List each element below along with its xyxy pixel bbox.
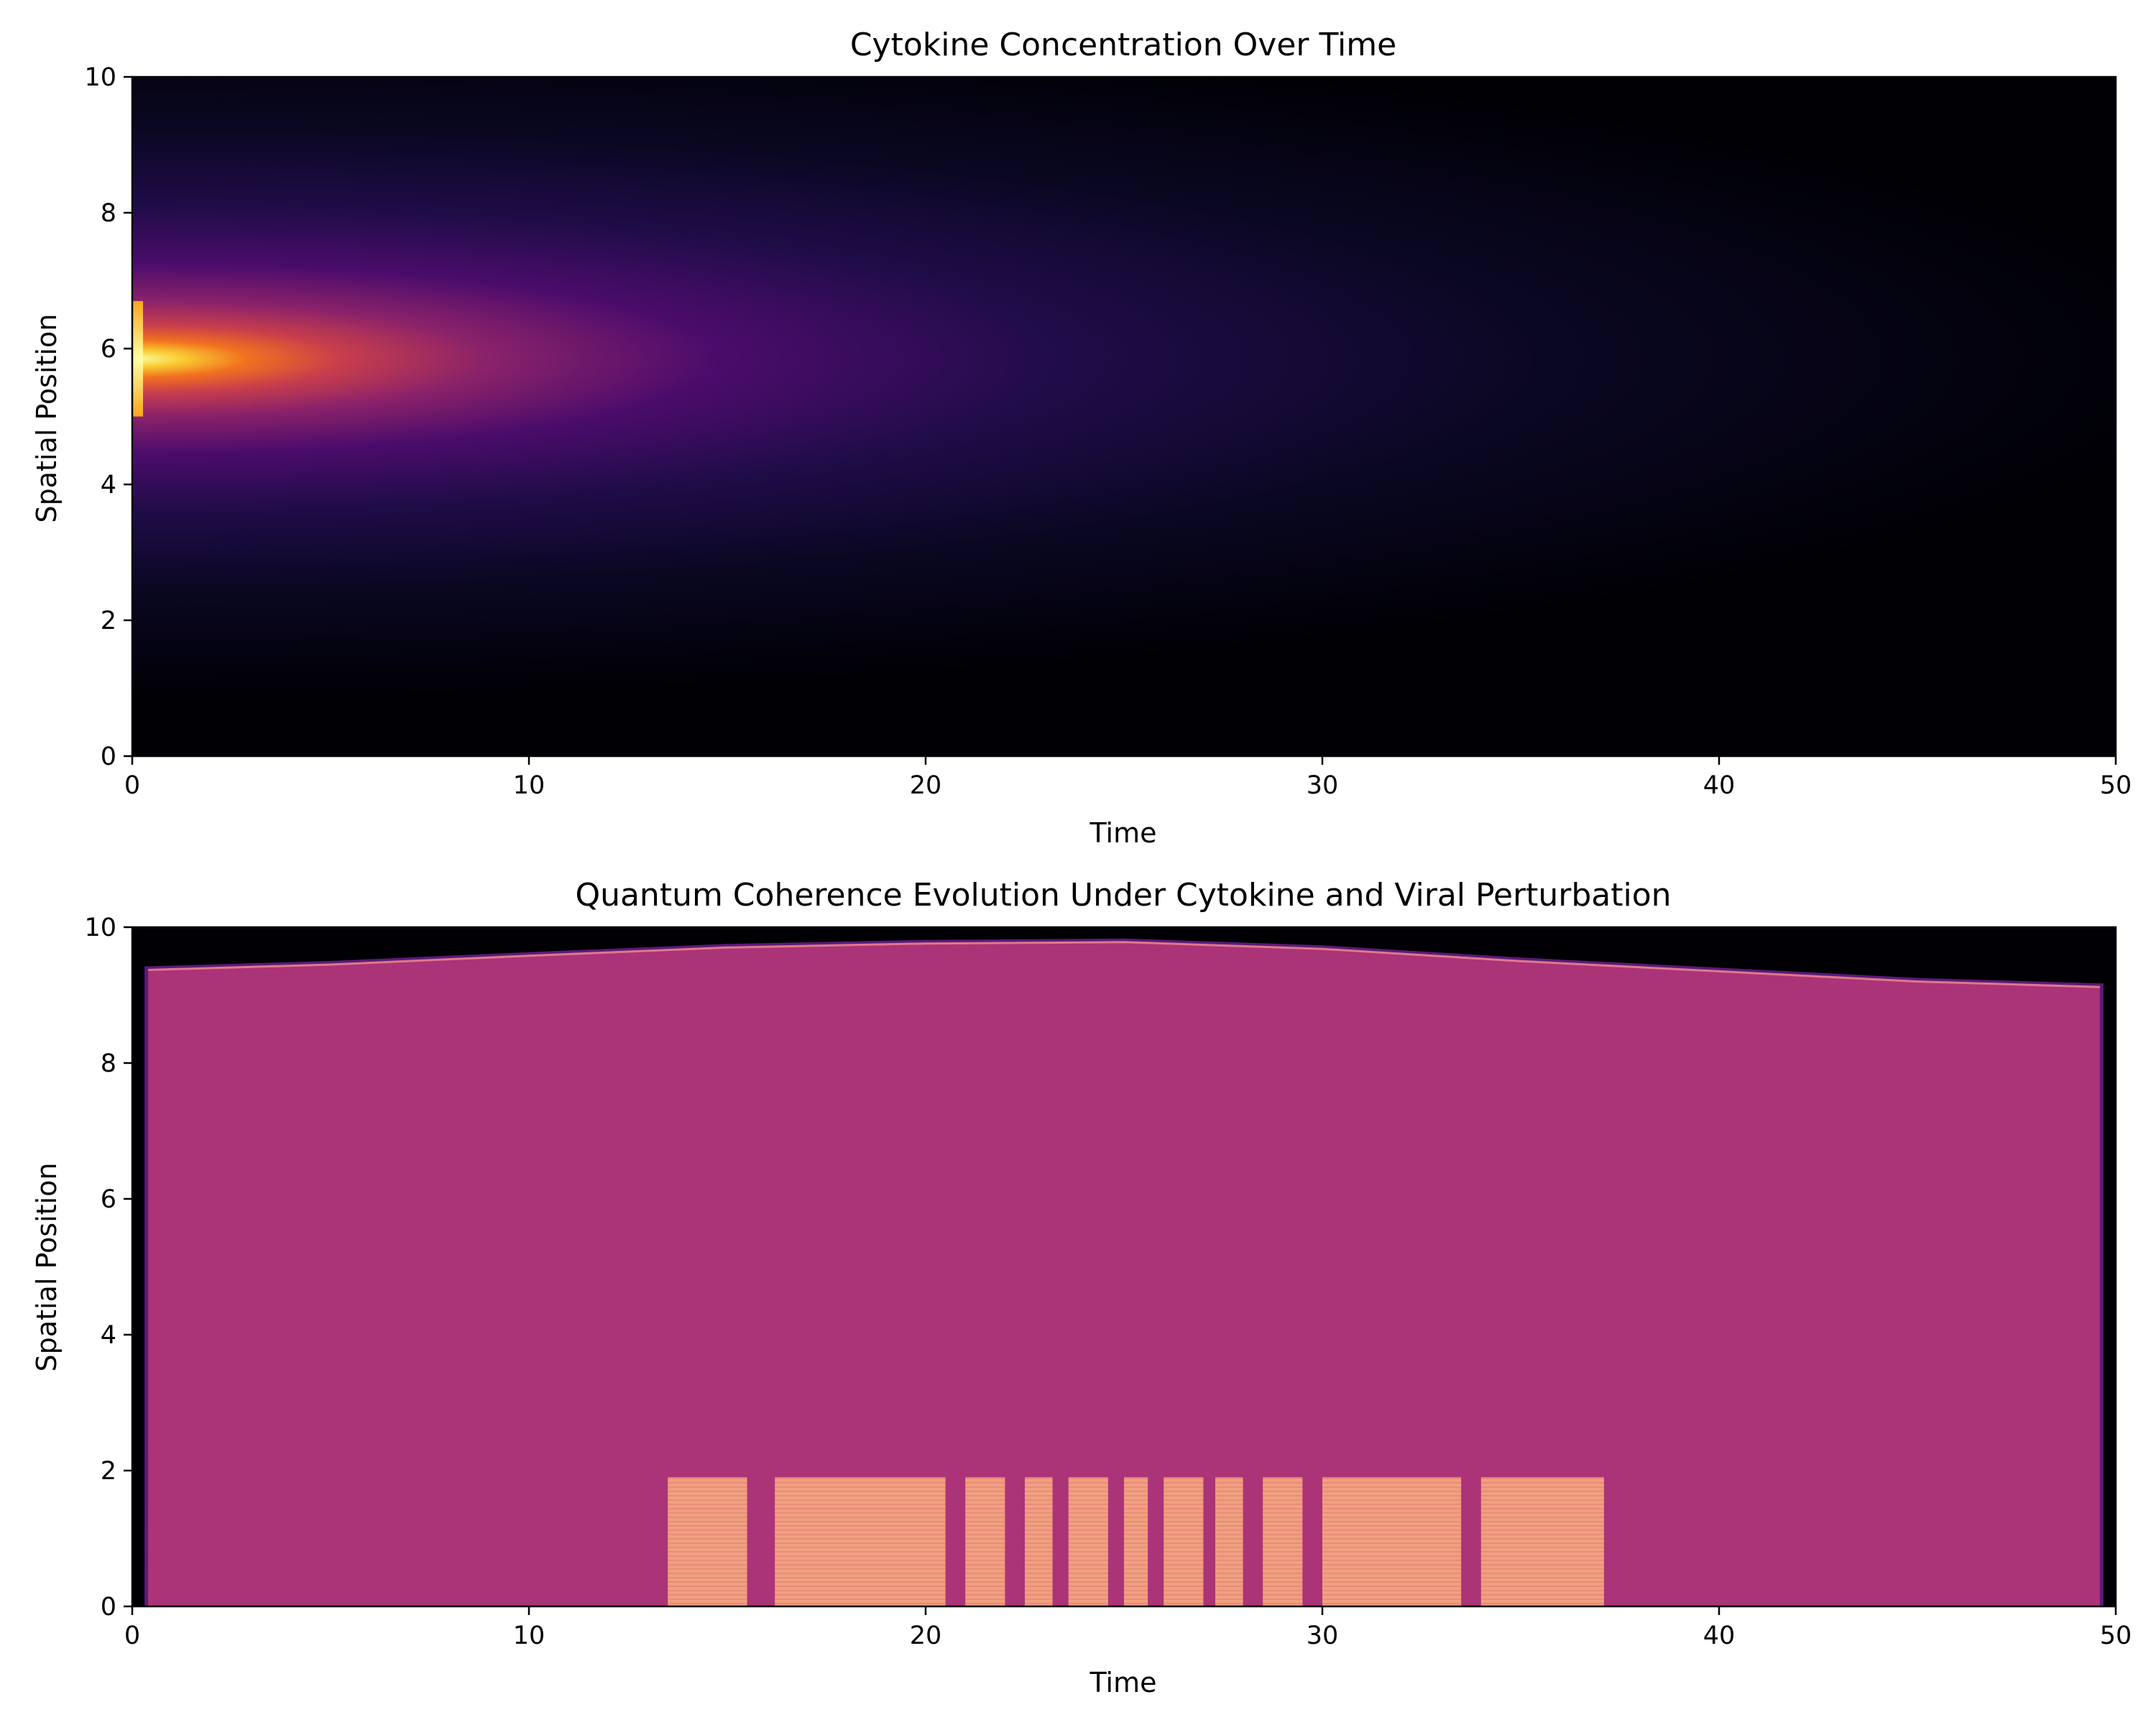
x-tick-label: 0: [124, 1622, 140, 1650]
panel-cytokine-concentration: Cytokine Concentration Over Time 0 10 20 30…: [31, 27, 2132, 849]
x-tick-label: 10: [513, 771, 545, 800]
axes-frame: [131, 926, 2117, 1608]
heatmap-field: [132, 927, 2116, 1606]
perturbation-segment: [668, 1477, 747, 1606]
chart-title: Cytokine Concentration Over Time: [850, 27, 1396, 63]
heatmap-field: [132, 77, 2116, 756]
x-axis-label: Time: [1089, 817, 1157, 849]
x-axis-ticks: 0 10 20 30 40 50: [124, 756, 2132, 800]
x-tick-label: 50: [2100, 1622, 2132, 1650]
y-tick-label: 8: [101, 1049, 116, 1078]
y-tick-label: 0: [101, 742, 116, 771]
x-tick-label: 30: [1307, 771, 1339, 800]
perturbation-segment: [1068, 1477, 1108, 1606]
y-tick-label: 4: [101, 471, 116, 500]
y-tick-label: 6: [101, 1185, 116, 1214]
y-tick-label: 2: [101, 607, 116, 635]
coherent-region-rim: [148, 941, 2100, 988]
perturbation-segment: [965, 1477, 1005, 1606]
perturbation-segment: [1025, 1477, 1053, 1606]
x-axis-label: Time: [1089, 1667, 1157, 1698]
y-tick-label: 6: [101, 335, 116, 364]
initial-source-core: [132, 300, 144, 417]
y-axis-ticks: 0 2 4 6 8 10: [84, 63, 132, 771]
x-tick-label: 10: [513, 1622, 545, 1650]
y-tick-label: 10: [84, 914, 116, 942]
y-tick-label: 0: [101, 1593, 116, 1622]
perturbation-segment: [775, 1477, 946, 1606]
y-tick-label: 2: [101, 1457, 116, 1486]
perturbation-segment: [1124, 1477, 1148, 1606]
perturbation-segment: [1322, 1477, 1462, 1606]
y-axis-label: Spatial Position: [31, 314, 63, 523]
x-tick-label: 40: [1703, 771, 1736, 800]
chart-title: Quantum Coherence Evolution Under Cytoki…: [575, 877, 1671, 914]
y-tick-label: 4: [101, 1321, 116, 1350]
perturbation-segment: [1263, 1477, 1303, 1606]
perturbation-segment: [1164, 1477, 1204, 1606]
x-tick-label: 20: [910, 771, 942, 800]
y-tick-label: 8: [101, 199, 116, 228]
x-tick-label: 40: [1703, 1622, 1736, 1650]
plot-area: [131, 926, 2117, 1608]
panel-quantum-coherence: Quantum Coherence Evolution Under Cytoki…: [31, 877, 2132, 1698]
x-tick-label: 20: [910, 1622, 942, 1650]
x-tick-label: 50: [2100, 771, 2132, 800]
y-tick-label: 10: [84, 63, 116, 92]
perturbation-segment: [1480, 1477, 1604, 1606]
coherent-region: [148, 942, 2100, 1606]
axes-frame: [131, 75, 2117, 758]
x-tick-label: 0: [124, 771, 140, 800]
x-axis-ticks: 0 10 20 30 40 50: [124, 1606, 2132, 1650]
plot-area: [131, 75, 2117, 758]
y-axis-label: Spatial Position: [31, 1163, 63, 1372]
y-axis-ticks: 0 2 4 6 8 10: [84, 914, 132, 1622]
cytokine-plume: [132, 77, 2116, 756]
perturbation-segment: [1215, 1477, 1243, 1606]
x-tick-label: 30: [1307, 1622, 1339, 1650]
